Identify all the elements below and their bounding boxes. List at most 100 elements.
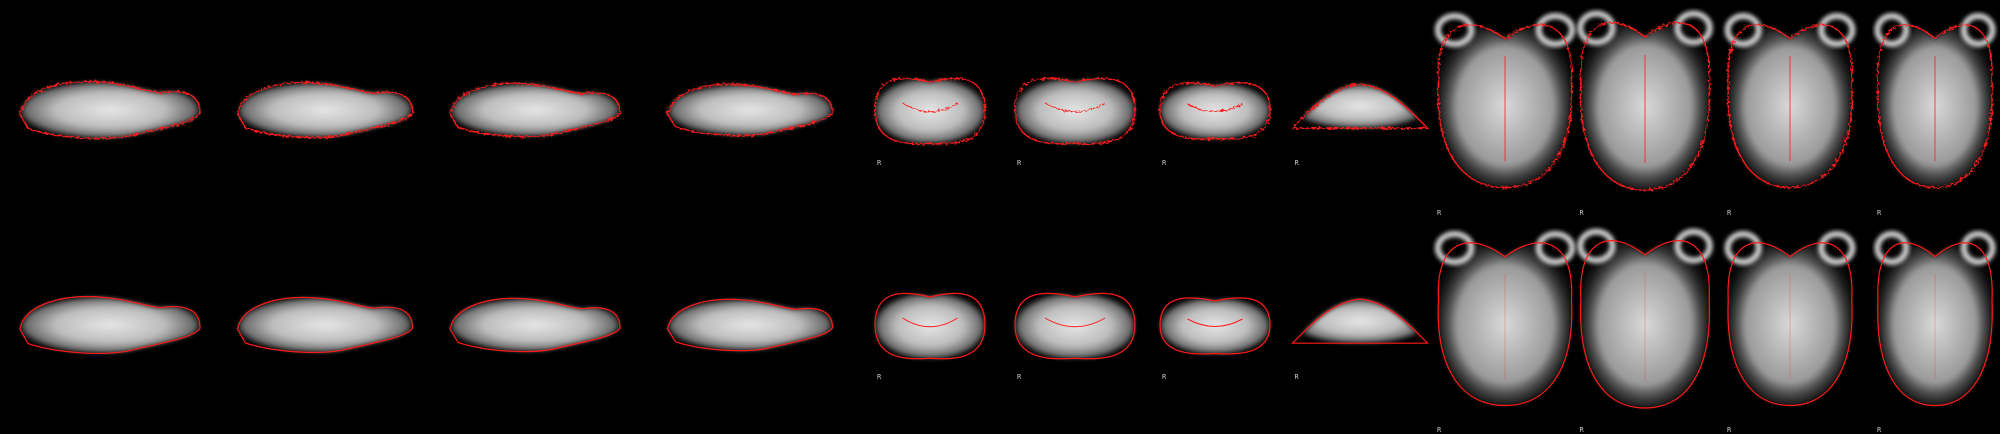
orientation-label-r: R [1294, 159, 1299, 167]
top-row [19, 10, 1996, 191]
inner-contour [1187, 318, 1243, 327]
registration-contour [1437, 24, 1573, 189]
registration-contour [874, 77, 986, 145]
registration-contour [449, 297, 621, 353]
orbit [1818, 231, 1856, 265]
axial-slice-panel [1434, 231, 1576, 407]
orientation-label-r: R [1017, 373, 1022, 381]
orientation-label-r: R [877, 373, 882, 381]
registration-contour [1580, 240, 1710, 409]
axial-slice-panel [1724, 13, 1856, 189]
orbit [1874, 231, 1910, 265]
registration-contour [1727, 242, 1853, 407]
axial-slice-panel [1577, 228, 1713, 409]
sagittal-slice-panel [666, 83, 834, 137]
sagittal-slice-panel [236, 296, 414, 354]
brain-tissue [1292, 84, 1428, 129]
coronal-slice-panel [1290, 83, 1430, 129]
orientation-label-r: R [1162, 159, 1167, 167]
brain-tissue [1160, 82, 1270, 139]
brain-tissue [20, 81, 200, 139]
registration-contour [666, 298, 834, 352]
coronal-slice-panel [1014, 292, 1136, 360]
orbit [1535, 231, 1576, 265]
orbit [1577, 10, 1616, 46]
orbit [1434, 13, 1475, 47]
registration-contour [236, 296, 414, 354]
axial-slice-panel [1874, 13, 1996, 189]
brain-tissue [1015, 78, 1135, 144]
orientation-label-r: R [1437, 209, 1442, 217]
registration-contour [1727, 24, 1853, 189]
registration-contour [1014, 292, 1136, 360]
brain-tissue [1015, 293, 1135, 359]
orbit [1724, 231, 1762, 265]
axial-slice-panel [1434, 13, 1576, 189]
orientation-label-r: R [1162, 373, 1167, 381]
registration-contour [19, 295, 201, 354]
coronal-slice-panel [1159, 297, 1271, 355]
registration-contour [1877, 24, 1993, 189]
orientation-label-r: R [1294, 373, 1299, 381]
brain-tissue [667, 84, 833, 136]
inner-contour [902, 317, 958, 328]
orbit [1724, 13, 1762, 47]
bottom-row [19, 228, 1996, 409]
sagittal-slice-panel [19, 80, 201, 140]
brain-tissue [667, 299, 833, 351]
brain-tissue [450, 298, 620, 352]
brain-tissue [1877, 242, 1993, 406]
orientation-label-r: R [1877, 426, 1882, 434]
orientation-label-r: R [1877, 209, 1882, 217]
axial-slice-panel [1577, 10, 1713, 191]
brain-tissue [20, 296, 200, 354]
orbit [1535, 13, 1576, 47]
inner-contour [902, 102, 958, 113]
registration-contour [666, 83, 834, 137]
orbit [1818, 13, 1856, 47]
brain-tissue [875, 78, 985, 144]
orbit [1577, 228, 1616, 264]
registration-contour [1437, 242, 1573, 407]
registration-contour [1014, 77, 1136, 145]
orbit [1674, 10, 1713, 46]
orientation-label-r: R [1727, 209, 1732, 217]
orientation-label-r: R [1017, 159, 1022, 167]
sagittal-slice-panel [449, 82, 621, 138]
registration-contour [449, 82, 621, 138]
registration-contour [1877, 242, 1993, 407]
registration-contour [1159, 82, 1271, 140]
axial-slice-panel [1724, 231, 1856, 407]
inner-contour [1044, 102, 1106, 113]
brain-tissue [237, 82, 413, 138]
orbit [1674, 228, 1713, 264]
orientation-label-r: R [877, 159, 882, 167]
registration-contour [1579, 21, 1711, 191]
registration-contour [1290, 83, 1430, 129]
registration-contour [1159, 297, 1271, 355]
brain-tissue [1727, 242, 1853, 406]
orbit [1960, 13, 1996, 47]
orbit [1434, 231, 1475, 265]
sagittal-slice-panel [19, 295, 201, 354]
registration-contour [1291, 298, 1429, 344]
orientation-label-r: R [1727, 426, 1732, 434]
brain-tissue [450, 83, 620, 137]
brain-tissue [1160, 297, 1270, 354]
orbit [1874, 13, 1910, 47]
coronal-slice-panel [874, 77, 986, 145]
sagittal-slice-panel [449, 297, 621, 353]
inner-contour [1187, 103, 1243, 112]
orientation-label-r: R [1437, 426, 1442, 434]
brain-tissue [1292, 299, 1428, 344]
brain-tissue [1438, 242, 1572, 406]
registration-contour [874, 292, 986, 360]
axial-slice-panel [1874, 231, 1996, 407]
registration-contour [236, 81, 414, 139]
coronal-slice-panel [874, 292, 986, 360]
orbit [1960, 231, 1996, 265]
brain-tissue [237, 297, 413, 353]
coronal-slice-panel [1291, 298, 1429, 344]
inner-contour [1044, 317, 1106, 328]
